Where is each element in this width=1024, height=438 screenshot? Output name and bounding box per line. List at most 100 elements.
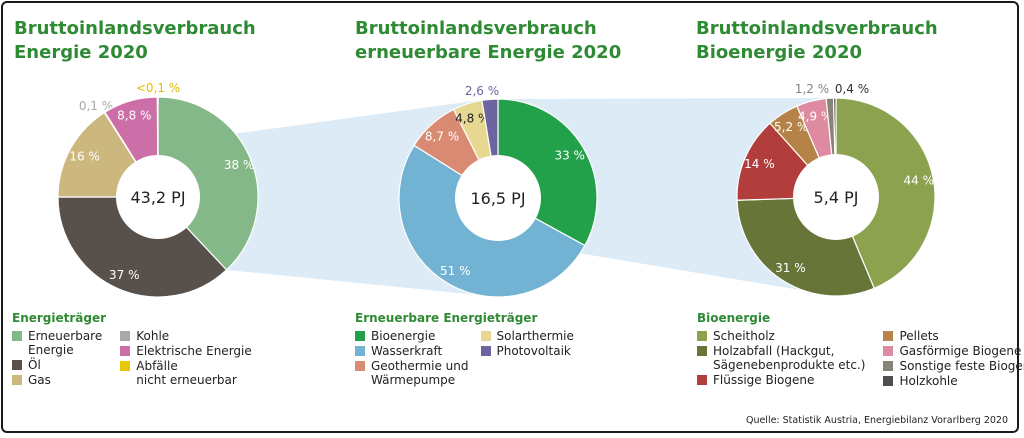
legend-swatch: [480, 346, 491, 356]
legend-label-line: Photovoltaik: [496, 344, 571, 358]
center-total-label: 16,5 PJ: [470, 189, 525, 208]
pie-slice: [157, 96, 259, 271]
legend-item: Flüssige Biogene: [697, 373, 865, 387]
slice-label: 4,8 %: [455, 112, 489, 126]
legend-item: Abfälle nicht erneuerbar: [120, 359, 252, 387]
slice-label: 31 %: [775, 261, 806, 275]
slice-label: 2,6 %: [465, 84, 499, 98]
legend-item: Erneuerbare Energie: [12, 329, 102, 357]
slice-label: 0,4 %: [835, 82, 869, 96]
legend-label: Solarthermie: [497, 329, 574, 343]
legend-swatch: [883, 346, 894, 356]
legend-label: Bioenergie: [371, 329, 435, 343]
slice-label: 4,9 %: [798, 109, 832, 123]
legend-label: Abfälle nicht erneuerbar: [136, 359, 237, 387]
legend-swatch: [697, 331, 707, 341]
legend-label: Scheitholz: [713, 329, 775, 343]
legend-label-line: Flüssige Biogene: [713, 373, 815, 387]
chart-title-renewable: Bruttoinlandsverbrauch erneuerbare Energ…: [355, 17, 621, 65]
legend-label-line: Öl: [28, 358, 41, 372]
legend-label: Holzabfall (Hackgut, Sägenebenprodukte et…: [713, 344, 865, 372]
legend-label-line: Sägenebenprodukte etc.): [713, 358, 866, 372]
legend-column: Scheitholz Holzabfall (Hackgut, Sägenebenp…: [697, 329, 865, 389]
legend-label-line: Bioenergie: [371, 329, 436, 343]
legend-item: Gas: [12, 373, 102, 387]
center-total-label: 43,2 PJ: [130, 188, 185, 207]
legend-label-line: Sonstige feste Biogene: [899, 359, 1024, 373]
legend-swatch: [355, 346, 365, 356]
legend-item: Holzkohle: [883, 374, 1024, 388]
legend-label-line: Scheitholz: [713, 329, 775, 343]
legend-item: Bioenergie: [355, 329, 469, 343]
legend-label-line: Holzkohle: [899, 374, 958, 388]
legend-label-line: Wärmepumpe: [371, 373, 456, 387]
chart-title-bioenergy: Bruttoinlandsverbrauch Bioenergie 2020: [696, 17, 938, 65]
legend-item: Solarthermie: [480, 329, 574, 343]
legend-title: Energieträger: [12, 311, 107, 325]
legend-label-line: Wasserkraft: [371, 344, 443, 358]
slice-label: 0,1 %: [79, 99, 113, 113]
legend-label-line: Holzabfall (Hackgut,: [713, 344, 835, 358]
legend-label: Kohle: [136, 329, 169, 343]
legend-swatch: [12, 375, 22, 385]
legend-swatch: [120, 331, 131, 341]
legend-swatch: [12, 360, 22, 370]
legend-swatch: [120, 361, 131, 371]
legend-label-line: Energie: [28, 343, 74, 357]
legend-title: Erneuerbare Energieträger: [355, 311, 538, 325]
slice-label: 33 %: [554, 149, 585, 163]
legend-label: Erneuerbare Energie: [28, 329, 102, 357]
legend-energy: Energieträger Erneuerbare Energie Öl Gas Koh…: [12, 311, 252, 388]
legend-swatch: [883, 376, 894, 386]
slice-label: 5,2 %: [774, 120, 808, 134]
chart-title-line: Bioenergie 2020: [696, 42, 862, 63]
legend-column: Pellets Gasförmige Biogene Sonstige feste …: [883, 329, 1024, 389]
slice-label: 37 %: [109, 268, 140, 282]
slice-label: 44 %: [904, 173, 935, 187]
legend-item: Photovoltaik: [480, 344, 574, 358]
legend-column: Solarthermie Photovoltaik: [480, 329, 574, 388]
legend-item: Wasserkraft: [355, 344, 469, 358]
center-total-label: 5,4 PJ: [814, 188, 859, 207]
donut-hole: [455, 155, 541, 241]
donut-hole: [116, 155, 200, 239]
legend-label: Wasserkraft: [371, 344, 442, 358]
legend-label-line: Gasförmige Biogene: [899, 344, 1022, 358]
slice-label: 8,7 %: [425, 129, 459, 143]
pie-slice: [57, 196, 228, 298]
legend-bioenergy: Bioenergie Scheitholz Holzabfall (Hackgut…: [697, 311, 1024, 389]
legend-label: Photovoltaik: [497, 344, 571, 358]
legend-swatch: [12, 331, 22, 341]
legend-label: Elektrische Energie: [136, 344, 252, 358]
chart-title-line: Bruttoinlandsverbrauch: [14, 18, 256, 39]
legend-label: Öl: [28, 358, 41, 372]
legend-swatch: [480, 331, 491, 341]
legend-label-line: Pellets: [899, 329, 939, 343]
legend-item: Scheitholz: [697, 329, 865, 343]
legend-renewable: Erneuerbare Energieträger Bioenergie Wass…: [355, 311, 574, 388]
legend-item: Elektrische Energie: [120, 344, 252, 358]
legend-column: Kohle Elektrische Energie Abfälle nicht ern…: [120, 329, 252, 388]
legend-swatch: [355, 361, 365, 371]
legend-swatch: [697, 346, 707, 356]
legend-label-line: Solarthermie: [496, 329, 574, 343]
legend-label-line: nicht erneuerbar: [136, 373, 237, 387]
legend-swatch: [697, 375, 707, 385]
legend-label: Gas: [28, 373, 51, 387]
legend-item: Holzabfall (Hackgut, Sägenebenprodukte et…: [697, 344, 865, 372]
legend-label-line: Erneuerbare: [28, 329, 103, 343]
legend-label: Flüssige Biogene: [713, 373, 814, 387]
chart-title-line: Bruttoinlandsverbrauch: [696, 18, 938, 39]
chart-title-line: erneuerbare Energie 2020: [355, 42, 622, 63]
legend-label: Pellets: [899, 329, 938, 343]
slice-label: 1,2 %: [795, 82, 829, 96]
legend-label: Gasförmige Biogene: [899, 344, 1021, 358]
legend-title: Bioenergie: [697, 311, 771, 325]
donut-hole: [793, 154, 879, 240]
legend-swatch: [883, 361, 894, 371]
legend-label-line: Gas: [28, 373, 51, 387]
legend-swatch: [883, 331, 894, 341]
legend-swatch: [355, 331, 365, 341]
chart-title-energy: Bruttoinlandsverbrauch Energie 2020: [14, 17, 256, 65]
